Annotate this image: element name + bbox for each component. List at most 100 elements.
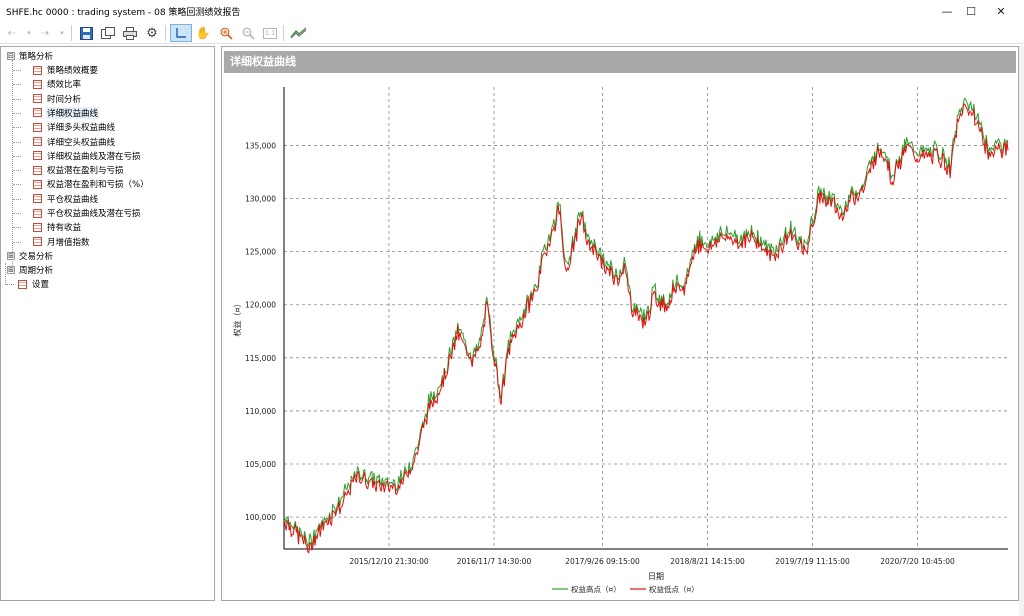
- maximize-button[interactable]: ☐: [966, 4, 976, 18]
- x-axis-title: 日期: [648, 572, 664, 581]
- tree-item-2[interactable]: 时间分析: [33, 92, 82, 106]
- tree-guide-line: [13, 184, 21, 186]
- equity-chart[interactable]: 100,000 105,000 110,000 115,000 120,000 125,0…: [222, 47, 1020, 602]
- toolbar-separator: [283, 25, 284, 41]
- toolbar-separator: [165, 25, 166, 41]
- expand-icon[interactable]: ⊞: [7, 266, 15, 274]
- x-tick-label: 2015/12/10 21:30:00: [349, 557, 429, 566]
- tree-item-10[interactable]: 平仓权益曲线及潜在亏损: [33, 206, 142, 220]
- report-icon: [33, 94, 42, 104]
- tree-guide-line: [13, 98, 21, 100]
- tree-guide-line: [5, 263, 6, 285]
- tree-item-12[interactable]: 月增值指数: [33, 235, 91, 249]
- tree-guide-line: [13, 213, 21, 214]
- tree-item-label: 时间分析: [47, 94, 82, 105]
- tree-node-label: 设置: [32, 280, 50, 290]
- chart-panel: 详细权益曲线 100,000 105,000 110,000 115,000 120,0…: [221, 46, 1019, 601]
- y-tick-label: 125,000: [245, 248, 276, 257]
- tree-guide-line: [13, 170, 21, 172]
- report-icon: [33, 108, 42, 118]
- tree-node-trade-analysis[interactable]: ⊞ 交易分析: [7, 249, 54, 263]
- chart-brush-icon[interactable]: [288, 24, 308, 42]
- report-icon: [33, 79, 42, 89]
- expand-icon[interactable]: ⊞: [7, 252, 15, 260]
- report-icon: [33, 222, 42, 232]
- tree-item-4[interactable]: 详细多头权益曲线: [33, 120, 116, 134]
- fit-1-1-icon[interactable]: 1:1: [261, 24, 279, 42]
- tree-item-label: 详细空头权益曲线: [47, 137, 116, 148]
- tree-guide-line: [13, 112, 21, 114]
- tree-item-label: 权益潜在盈利和亏损（%）: [47, 180, 149, 191]
- crosshair-cursor-icon[interactable]: [170, 24, 192, 42]
- y-tick-label: 130,000: [245, 195, 276, 204]
- copy-icon[interactable]: [99, 24, 117, 42]
- tree-item-3[interactable]: 详细权益曲线: [33, 106, 100, 120]
- tree-item-8[interactable]: 权益潜在盈利和亏损（%）: [33, 177, 150, 191]
- tree-item-label: 详细多头权益曲线: [47, 123, 116, 134]
- report-icon: [33, 179, 42, 189]
- tree-guide-line: [13, 198, 21, 200]
- tree-item-7[interactable]: 权益潜在盈利与亏损: [33, 163, 125, 177]
- tree-item-11[interactable]: 持有收益: [33, 220, 82, 234]
- tree-guide-line: [13, 227, 21, 229]
- zoom-in-icon[interactable]: [217, 24, 235, 42]
- x-tick-label: 2019/7/19 11:15:00: [775, 557, 850, 566]
- tree-item-1[interactable]: 绩效比率: [33, 77, 82, 91]
- panel-title: 详细权益曲线: [224, 51, 1016, 73]
- y-tick-label: 115,000: [245, 354, 276, 363]
- tree-item-label: 平仓权益曲线及潜在亏损: [47, 209, 141, 219]
- tree-node-period-analysis[interactable]: ⊞ 周期分析: [7, 263, 54, 277]
- tree-guide-line: [6, 284, 14, 285]
- collapse-icon[interactable]: ⊟: [7, 52, 15, 60]
- forward-arrow-icon[interactable]: ⇢: [40, 27, 50, 39]
- tree-item-label: 策略绩效概要: [47, 66, 99, 76]
- tree-item-label: 详细权益曲线: [46, 106, 100, 119]
- tree-item-9[interactable]: 平仓权益曲线: [33, 192, 99, 206]
- back-dropdown-icon[interactable]: ▾: [27, 29, 31, 37]
- fit-label: 1:1: [262, 27, 278, 39]
- tree-item-label: 月增值指数: [47, 237, 90, 248]
- tree-node-settings[interactable]: 设置: [18, 277, 50, 291]
- y-tick-label: 100,000: [245, 513, 276, 522]
- x-tick-label: 2017/9/26 09:15:00: [565, 557, 640, 566]
- tree-guide-line: [13, 141, 21, 143]
- series-line-equity-high: [283, 97, 1009, 550]
- report-icon: [33, 165, 42, 175]
- settings-gear-icon[interactable]: ⚙: [146, 25, 158, 41]
- tree-item-label: 详细权益曲线及潜在亏损: [47, 151, 141, 162]
- report-tree: ⊟ 策略分析 策略绩效概要 绩效比率时间分析 详细权益曲线详细多头权益曲线 详细空头权…: [0, 46, 215, 601]
- y-tick-label: 110,000: [245, 407, 276, 416]
- tree-node-label: 周期分析: [19, 266, 54, 276]
- tree-guide-line: [12, 60, 13, 272]
- y-tick-label: 105,000: [245, 460, 276, 469]
- tree-guide-line: [13, 84, 21, 86]
- window-title: SHFE.hc 0000 : trading system - 08 策略回测绩…: [6, 8, 241, 18]
- tree-item-label: 持有收益: [47, 223, 82, 234]
- forward-dropdown-icon[interactable]: ▾: [60, 29, 64, 37]
- title-bar: SHFE.hc 0000 : trading system - 08 策略回测绩…: [0, 0, 1024, 22]
- tree-item-6[interactable]: 详细权益曲线及潜在亏损: [33, 149, 142, 163]
- tree-item-5[interactable]: 详细空头权益曲线: [33, 135, 116, 149]
- series-line-equity-low: [283, 103, 1009, 554]
- report-icon: [33, 137, 42, 146]
- report-icon: [33, 122, 42, 132]
- hand-pan-icon[interactable]: ✋: [195, 26, 211, 40]
- report-icon: [33, 65, 42, 75]
- legend-label: 权益低点（¤）: [649, 584, 699, 594]
- y-tick-label: 120,000: [245, 301, 276, 310]
- close-button[interactable]: ✕: [996, 4, 1006, 18]
- y-tick-label: 135,000: [245, 141, 276, 150]
- minimize-button[interactable]: —: [941, 4, 953, 18]
- save-icon[interactable]: [77, 24, 95, 42]
- x-tick-label: 2018/8/21 14:15:00: [670, 557, 745, 566]
- tree-guide-line: [13, 70, 21, 71]
- tree-item-0[interactable]: 策略绩效概要: [33, 63, 99, 77]
- x-tick-label: 2016/11/7 14:30:00: [457, 557, 532, 566]
- report-icon: [33, 208, 42, 218]
- tree-node-label: 策略分析: [19, 52, 54, 62]
- print-icon[interactable]: [121, 24, 139, 42]
- tree-node-strategy-analysis[interactable]: ⊟ 策略分析: [7, 49, 54, 63]
- back-arrow-icon[interactable]: ⇠: [7, 27, 17, 39]
- zoom-out-icon[interactable]: [239, 24, 257, 42]
- tree-item-label: 权益潜在盈利与亏损: [47, 166, 124, 177]
